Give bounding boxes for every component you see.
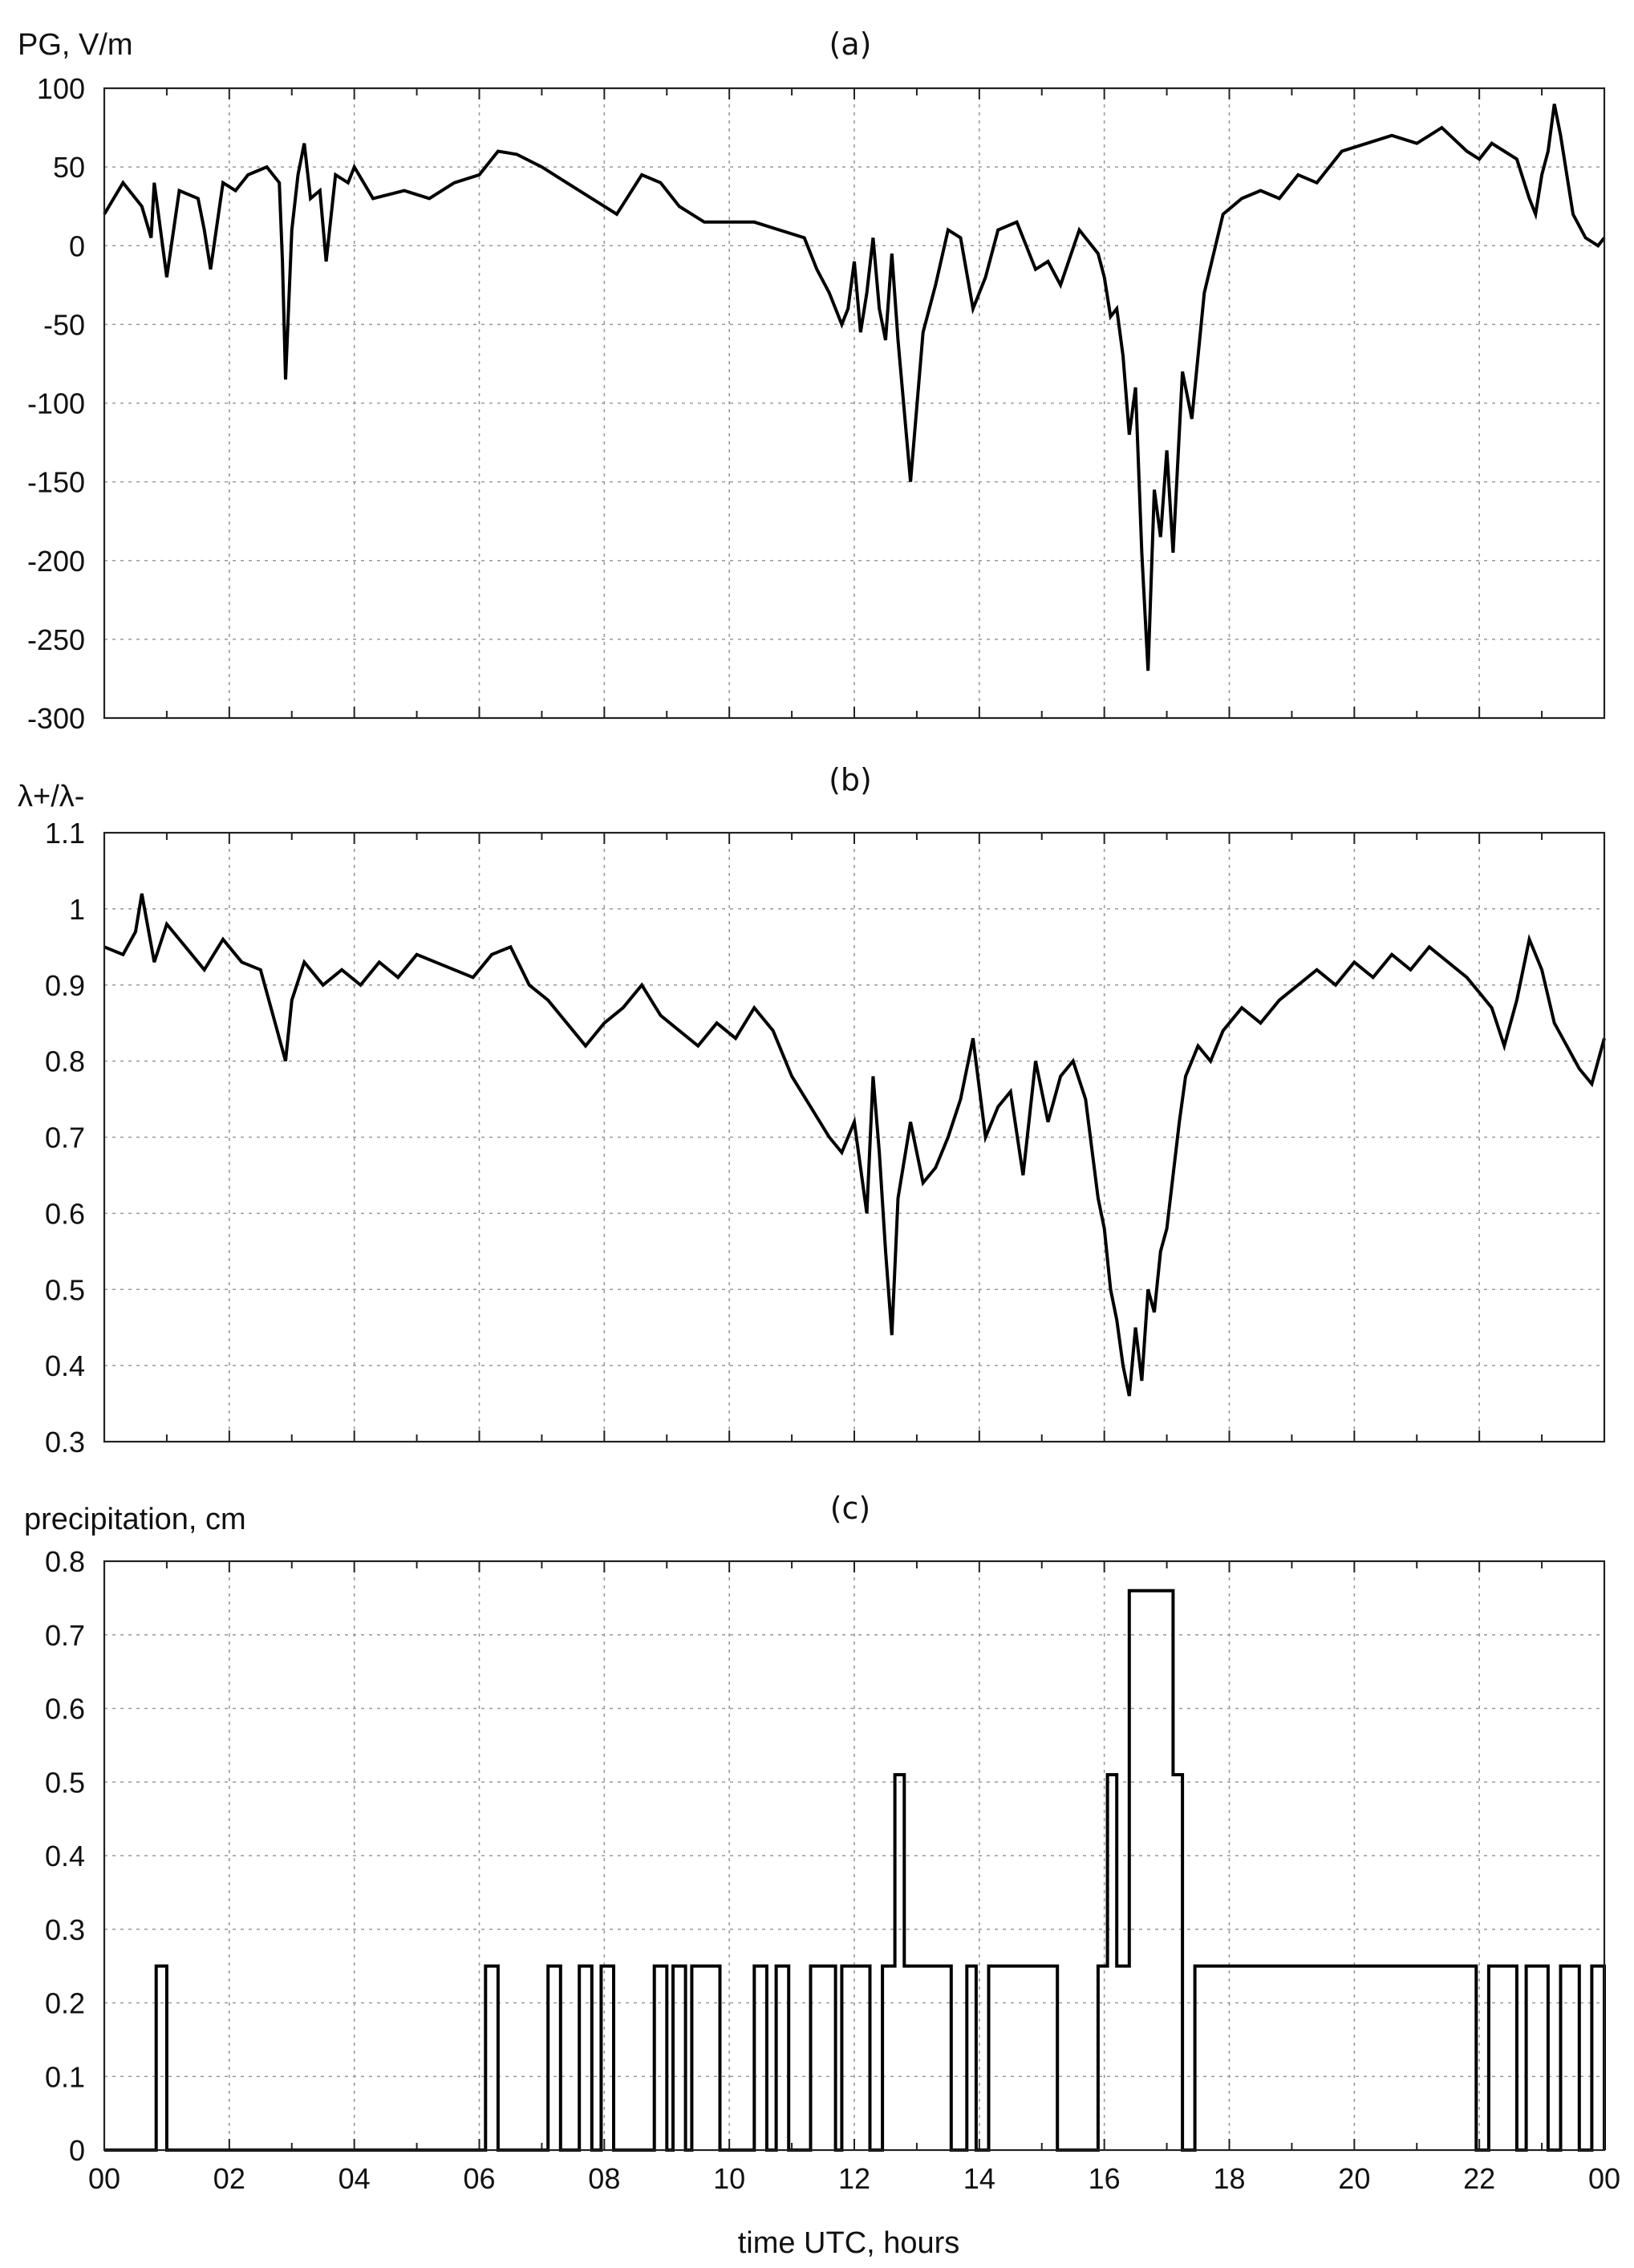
panel-c-y-tick-label: 0.5	[45, 1766, 85, 1799]
panel-a-x-ticks	[165, 88, 1543, 718]
panel-c-y-tick-label: 0.8	[45, 1545, 85, 1578]
panel-a-y-tick-labels: 100 50 0 -50 -100 -150 -200 -250 -300	[27, 72, 85, 735]
panel-b-x-ticks	[165, 833, 1543, 1442]
panel-c-grid	[104, 1561, 1604, 2150]
panel-c-title: (c)	[830, 1491, 871, 1526]
panel-b-ylabel: λ+/λ-	[18, 780, 84, 813]
panel-b-y-tick-label: 0.8	[45, 1045, 85, 1078]
panel-b-y-tick-labels: 1.1 1 0.9 0.8 0.7 0.6 0.5 0.4 0.3	[45, 817, 85, 1459]
panel-b-y-tick-label: 0.7	[45, 1122, 85, 1154]
panel-a-title: (a)	[829, 26, 872, 62]
panel-b: (b) λ+/λ- 1.1 1 0.9 0.8 0.7 0.6 0.5 0.4 0.3	[18, 762, 1606, 1459]
panel-c-x-tick-labels: 00 02 04 06 08 10 12 14 16 18 20 22 00	[88, 2162, 1620, 2195]
panel-c-y-tick-label: 0.2	[45, 1987, 85, 2020]
panel-c-y-tick-label: 0.4	[45, 1840, 85, 1872]
panel-c-ylabel: precipitation, cm	[24, 1503, 246, 1536]
panel-b-lambda-series	[103, 893, 1606, 1397]
panel-c-x-tick-label: 00	[88, 2162, 120, 2195]
panel-b-grid	[104, 833, 1604, 1442]
panel-a-y-tick-label: -50	[43, 308, 85, 341]
panel-c-y-tick-label: 0.1	[45, 2060, 85, 2093]
panel-c-xlabel: time UTC, hours	[738, 2226, 960, 2260]
panel-c-y-tick-label: 0.6	[45, 1693, 85, 1726]
panel-c-x-tick-label: 22	[1463, 2162, 1495, 2195]
panel-a-frame	[103, 87, 1606, 720]
panel-c-x-tick-label: 14	[963, 2162, 995, 2195]
panel-a-y-tick-label: -100	[27, 387, 85, 420]
panel-a: (a) PG, V/m 100 50 0 -50 -100 -150 -200 -250 -30…	[18, 26, 1606, 735]
panel-c-x-tick-label: 20	[1338, 2162, 1370, 2195]
panel-a-y-tick-label: 0	[69, 229, 85, 262]
panel-b-y-tick-label: 0.3	[45, 1426, 85, 1459]
panel-a-ylabel: PG, V/m	[18, 28, 133, 62]
panel-c: (c) precipitation, cm 0.8 0.7 0.6 0.5 0.4 0.3…	[24, 1491, 1620, 2260]
panel-c-x-tick-label: 12	[838, 2162, 870, 2195]
panel-c-frame	[103, 1560, 1606, 2152]
panel-c-x-tick-label: 08	[588, 2162, 620, 2195]
panel-a-y-tick-label: 50	[53, 151, 85, 184]
panel-b-y-tick-label: 1	[69, 893, 85, 926]
panel-a-y-tick-label: -200	[27, 545, 85, 578]
panel-a-grid	[104, 88, 1604, 718]
panel-a-y-tick-label: -150	[27, 466, 85, 499]
panel-c-x-tick-label: 06	[463, 2162, 495, 2195]
panel-c-x-tick-label: 00	[1588, 2162, 1620, 2195]
panel-c-x-tick-label: 18	[1213, 2162, 1245, 2195]
panel-c-y-tick-label: 0.7	[45, 1619, 85, 1652]
panel-a-pg-series	[103, 103, 1606, 671]
panel-b-y-tick-label: 0.9	[45, 969, 85, 1002]
panel-b-y-tick-label: 1.1	[45, 817, 85, 850]
panel-b-title: (b)	[829, 762, 872, 797]
panel-b-frame	[103, 831, 1606, 1443]
panel-b-y-tick-label: 0.6	[45, 1197, 85, 1230]
panel-c-y-tick-label: 0.3	[45, 1913, 85, 1946]
panel-c-y-tick-label: 0	[69, 2134, 85, 2167]
panel-c-x-tick-label: 04	[339, 2162, 371, 2195]
panel-a-y-tick-label: -300	[27, 702, 85, 735]
panel-b-y-tick-label: 0.4	[45, 1349, 85, 1382]
panel-a-y-tick-label: 100	[37, 72, 85, 105]
panel-a-y-tick-label: -250	[27, 623, 85, 656]
panel-c-x-tick-label: 02	[213, 2162, 245, 2195]
panel-b-y-tick-label: 0.5	[45, 1273, 85, 1306]
panel-c-y-tick-labels: 0.8 0.7 0.6 0.5 0.4 0.3 0.2 0.1 0	[45, 1545, 85, 2167]
panel-c-x-tick-label: 16	[1089, 2162, 1121, 2195]
panel-c-x-tick-label: 10	[713, 2162, 745, 2195]
